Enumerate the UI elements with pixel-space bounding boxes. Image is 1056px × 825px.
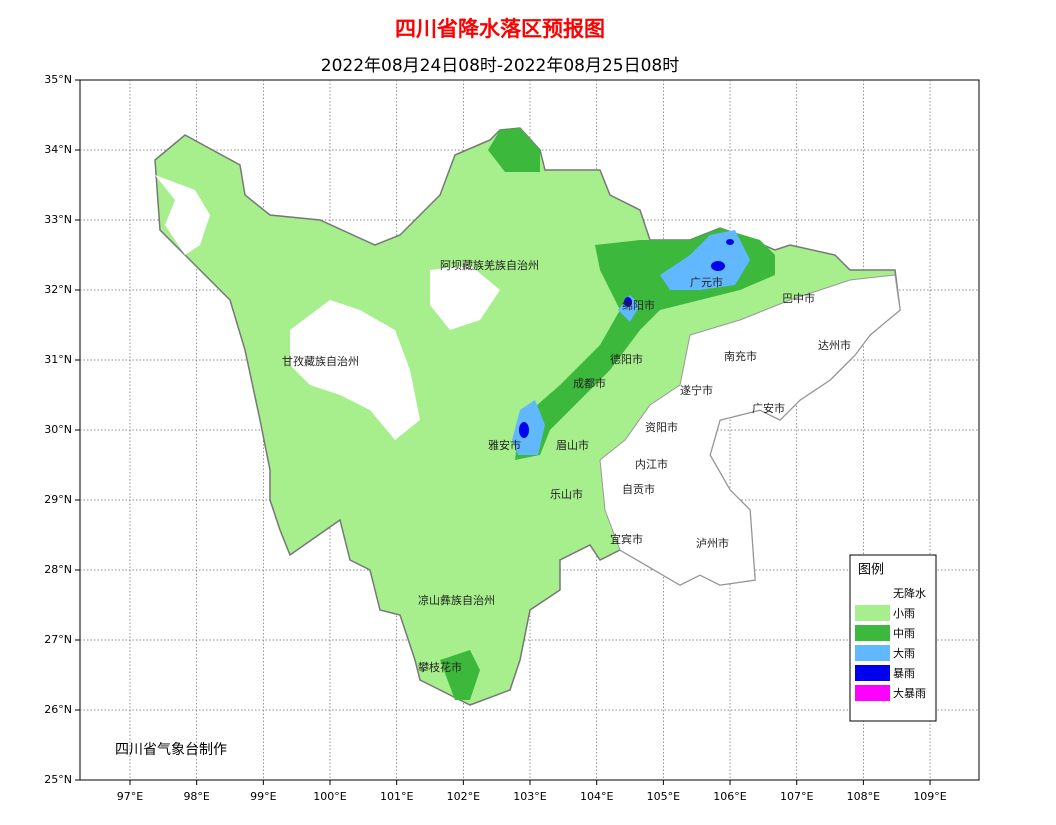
moderate-rain-south <box>440 650 480 700</box>
place-label: 阿坝藏族羌族自治州 <box>440 258 539 272</box>
subtitle: 2022年08月24日08时-2022年08月25日08时 <box>321 56 679 76</box>
rainstorm-guangyuan-north <box>726 239 734 245</box>
lon-label: 107°E <box>780 790 813 803</box>
lon-label: 105°E <box>647 790 680 803</box>
place-label: 巴中市 <box>782 291 815 305</box>
lat-label: 31°N <box>44 353 72 366</box>
lat-label: 27°N <box>44 633 72 646</box>
place-label: 攀枝花市 <box>418 660 462 674</box>
legend-label: 无降水 <box>893 586 926 600</box>
lon-label: 100°E <box>313 790 346 803</box>
lon-label: 104°E <box>580 790 613 803</box>
legend-title: 图例 <box>858 563 884 578</box>
legend-label: 中雨 <box>893 627 915 640</box>
lon-label: 103°E <box>513 790 546 803</box>
place-label: 自贡市 <box>622 482 655 496</box>
lat-label: 33°N <box>44 213 72 226</box>
legend-swatch <box>855 625 890 641</box>
place-label: 内江市 <box>635 457 668 471</box>
lon-label: 109°E <box>913 790 946 803</box>
place-label: 资阳市 <box>645 420 678 434</box>
lat-label: 34°N <box>44 143 72 156</box>
lon-label: 99°E <box>250 790 276 803</box>
place-label: 南充市 <box>724 349 757 363</box>
place-label: 眉山市 <box>556 438 589 452</box>
lon-label: 106°E <box>713 790 746 803</box>
moderate-rain-north <box>488 128 540 172</box>
place-label: 雅安市 <box>488 438 521 452</box>
place-label: 乐山市 <box>550 487 583 501</box>
lon-label: 101°E <box>380 790 413 803</box>
no-rain-far-west <box>155 175 210 255</box>
no-rain-north <box>430 265 500 330</box>
place-label: 凉山彝族自治州 <box>418 593 495 607</box>
axis-labels: 35°N 34°N 33°N 32°N 31°N 30°N 29°N 28°N 27°N 26°N… <box>44 73 947 803</box>
lon-label: 102°E <box>447 790 480 803</box>
heavy-rain-mianyang <box>618 295 640 322</box>
lon-label: 108°E <box>847 790 880 803</box>
place-label: 达州市 <box>818 338 851 352</box>
legend-swatch <box>855 665 890 681</box>
place-label: 甘孜藏族自治州 <box>282 354 359 368</box>
rainstorm-yaan <box>519 422 529 438</box>
credit: 四川省气象台制作 <box>115 742 227 758</box>
legend-swatch <box>855 585 890 601</box>
no-rain-east <box>599 274 901 586</box>
rainstorm-guangyuan <box>711 261 725 271</box>
place-label: 泸州市 <box>696 536 729 550</box>
place-label: 广元市 <box>690 275 723 289</box>
legend-label: 暴雨 <box>893 667 915 680</box>
place-label: 德阳市 <box>610 352 643 366</box>
lat-label: 29°N <box>44 493 72 506</box>
place-label: 遂宁市 <box>680 383 713 397</box>
legend-swatch <box>855 605 890 621</box>
lat-label: 25°N <box>44 773 72 786</box>
legend-label: 大暴雨 <box>893 686 926 700</box>
lon-label: 98°E <box>183 790 209 803</box>
place-label: 成都市 <box>573 376 606 390</box>
place-label: 宜宾市 <box>610 532 643 546</box>
lon-label: 97°E <box>117 790 143 803</box>
legend-label: 小雨 <box>893 607 915 620</box>
rainstorm-mianyang <box>624 297 632 307</box>
lat-label: 35°N <box>44 73 72 86</box>
heavy-rain-guangyuan <box>660 230 750 290</box>
lat-label: 28°N <box>44 563 72 576</box>
title: 四川省降水落区预报图 <box>395 17 605 41</box>
place-label: 广安市 <box>752 401 785 415</box>
legend-swatch <box>855 685 890 701</box>
lat-label: 26°N <box>44 703 72 716</box>
lat-label: 32°N <box>44 283 72 296</box>
place-label: 绵阳市 <box>622 298 655 312</box>
legend-swatch <box>855 645 890 661</box>
no-rain-west <box>290 300 420 440</box>
legend-label: 大雨 <box>893 646 915 660</box>
lat-label: 30°N <box>44 423 72 436</box>
